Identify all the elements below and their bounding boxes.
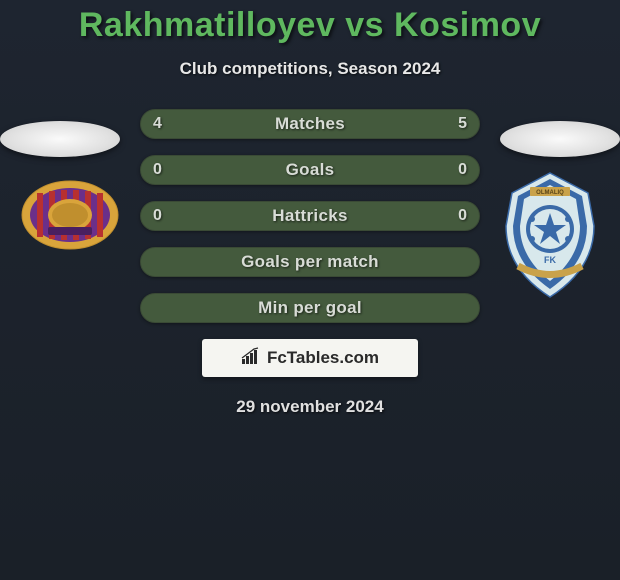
branding-box: FcTables.com (202, 339, 418, 377)
stat-row-min-per-goal: Min per goal (140, 293, 480, 323)
stat-left-value: 0 (153, 207, 162, 225)
team-badge-left (20, 179, 120, 251)
stats-rows: 4 Matches 5 0 Goals 0 0 Hattricks 0 Goal… (140, 109, 480, 323)
svg-text:FK: FK (544, 255, 556, 265)
player-avatar-left (0, 121, 120, 157)
stat-left-value: 4 (153, 115, 162, 133)
subtitle: Club competitions, Season 2024 (0, 59, 620, 79)
stat-right-value: 0 (458, 161, 467, 179)
player-avatar-right (500, 121, 620, 157)
chart-icon (241, 347, 261, 370)
comparison-area: OLMALIQ FK 4 Matches 5 0 Goals 0 0 Hattr… (0, 109, 620, 417)
stat-right-value: 0 (458, 207, 467, 225)
svg-text:OLMALIQ: OLMALIQ (536, 190, 564, 196)
stat-label: Min per goal (258, 298, 362, 318)
stat-row-goals: 0 Goals 0 (140, 155, 480, 185)
page-title: Rakhmatilloyev vs Kosimov (0, 0, 620, 45)
stat-label: Matches (275, 114, 345, 134)
stat-label: Goals per match (241, 252, 379, 272)
stat-left-value: 0 (153, 161, 162, 179)
stat-row-goals-per-match: Goals per match (140, 247, 480, 277)
stat-right-value: 5 (458, 115, 467, 133)
branding-text: FcTables.com (267, 348, 379, 368)
stat-row-hattricks: 0 Hattricks 0 (140, 201, 480, 231)
stat-label: Hattricks (272, 206, 347, 226)
stat-row-matches: 4 Matches 5 (140, 109, 480, 139)
team-badge-right: OLMALIQ FK (500, 171, 600, 301)
stat-label: Goals (286, 160, 335, 180)
date-text: 29 november 2024 (0, 397, 620, 417)
